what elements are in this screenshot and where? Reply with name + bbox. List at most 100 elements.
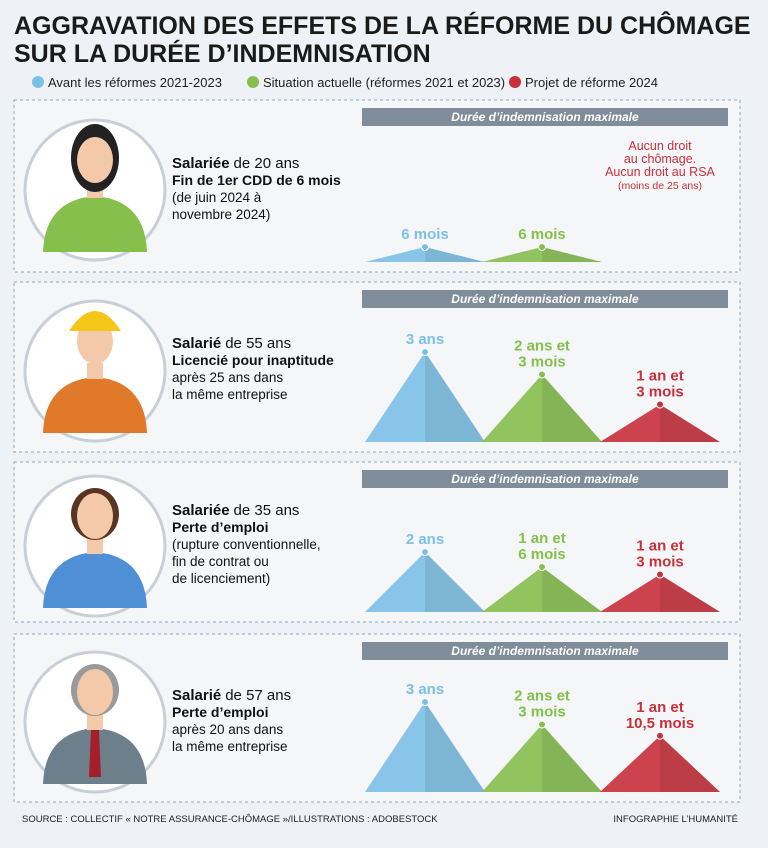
duration-label: au chômage. [624, 152, 696, 166]
person-situation: Perte d’emploi [172, 519, 268, 535]
person-detail: la même entreprise [172, 739, 288, 754]
duration-label: (moins de 25 ans) [618, 180, 702, 192]
legend-dot [32, 76, 44, 88]
portrait-body [43, 196, 147, 252]
legend-label: Projet de réforme 2024 [525, 75, 658, 90]
person-role: Salariée [172, 502, 230, 519]
portrait-helmet [69, 311, 121, 331]
person-title: Salariée de 20 ans [172, 155, 299, 172]
duration-label: 2 ans [406, 531, 444, 548]
panel-header: Durée d’indemnisation maximale [451, 110, 639, 124]
duration-peak-dot [656, 731, 664, 740]
person-title: Salarié de 57 ans [172, 687, 291, 704]
duration-label: 10,5 mois [626, 715, 694, 732]
person-detail: après 20 ans dans [172, 722, 283, 737]
portrait [23, 118, 167, 262]
duration-peak-shade [660, 574, 720, 612]
source: SOURCE : COLLECTIF « NOTRE ASSURANCE-CHÔ… [22, 814, 438, 825]
duration-label: 6 mois [518, 226, 566, 243]
duration-label: 1 an et [636, 699, 684, 716]
duration-peak [600, 574, 720, 612]
legend-dot [509, 76, 521, 88]
duration-peak-dot [421, 548, 429, 556]
person-detail: novembre 2024) [172, 207, 270, 222]
portrait [23, 650, 167, 794]
duration-peak-dot [656, 570, 664, 579]
duration-peak [365, 552, 485, 612]
person-age: de 57 ans [225, 687, 291, 704]
person-role: Salarié [172, 335, 221, 352]
duration-peak-dot [538, 563, 546, 571]
portrait-body [43, 552, 147, 608]
duration-peak-shade [660, 404, 720, 442]
duration-peak-shade [542, 247, 602, 262]
person-detail: la même entreprise [172, 387, 288, 402]
person-situation: Fin de 1er CDD de 6 mois [172, 172, 341, 188]
panel-header: Durée d’indemnisation maximale [451, 292, 639, 306]
duration-peak [365, 702, 485, 792]
duration-peak-dot [538, 243, 546, 251]
panel-header: Durée d’indemnisation maximale [451, 644, 639, 658]
duration-label: 2 ans et [514, 338, 570, 355]
duration-label: 1 an et [518, 530, 566, 547]
panel-header-bar [362, 290, 728, 308]
duration-peak-dot [656, 400, 664, 409]
panel-header-bar [362, 108, 728, 126]
duration-label: 3 mois [636, 384, 684, 401]
duration-peak [482, 247, 602, 262]
duration-label: 1 an et [636, 368, 684, 385]
person-detail: de licenciement) [172, 571, 270, 586]
portrait-neck [87, 363, 103, 379]
duration-peak-shade [425, 247, 485, 262]
duration-peak-dot [538, 370, 546, 379]
duration-peak [600, 404, 720, 442]
portrait-body [43, 377, 147, 433]
credit: INFOGRAPHIE L’HUMANITÉ [613, 814, 738, 825]
title-line: AGGRAVATION DES EFFETS DE LA RÉFORME DU … [14, 10, 751, 40]
duration-label: 3 mois [518, 704, 566, 721]
duration-label: 1 an et [636, 538, 684, 555]
duration-peak-dot [421, 698, 429, 706]
portrait-face [77, 493, 113, 539]
person-situation: Perte d’emploi [172, 704, 268, 720]
duration-peak-shade [425, 552, 485, 612]
title-line: SUR LA DURÉE D’INDEMNISATION [14, 39, 431, 68]
person-detail: (de juin 2024 à [172, 190, 262, 205]
duration-peak-dot [421, 348, 429, 356]
duration-label: 2 ans et [514, 688, 570, 705]
duration-peak-shade [542, 724, 602, 792]
person-title: Salariée de 35 ans [172, 502, 299, 519]
person-situation: Licencié pour inaptitude [172, 352, 334, 368]
legend-dot [247, 76, 259, 88]
duration-peak [482, 724, 602, 792]
duration-peak [482, 374, 602, 442]
person-age: de 35 ans [234, 502, 300, 519]
duration-label: Aucun droit au RSA [605, 165, 715, 179]
legend-label: Situation actuelle (réformes 2021 et 202… [263, 75, 505, 90]
duration-label: 3 mois [636, 554, 684, 571]
person-detail: après 25 ans dans [172, 370, 283, 385]
portrait [23, 299, 167, 443]
portrait-neck [87, 538, 103, 554]
duration-peak-dot [538, 720, 546, 729]
person-role: Salariée [172, 155, 230, 172]
duration-peak [482, 567, 602, 612]
duration-peak [365, 247, 485, 262]
duration-label: 6 mois [401, 226, 449, 243]
duration-peak-shade [542, 567, 602, 612]
person-age: de 20 ans [234, 155, 300, 172]
duration-label: Aucun droit [628, 139, 692, 153]
panel-header-bar [362, 470, 728, 488]
duration-peak-dot [421, 243, 429, 251]
duration-peak-shade [425, 702, 485, 792]
duration-label: 3 ans [406, 681, 444, 698]
portrait-face [77, 137, 113, 183]
person-detail: fin de contrat ou [172, 554, 269, 569]
portrait [23, 474, 167, 618]
person-age: de 55 ans [225, 335, 291, 352]
portrait-tie [89, 730, 101, 777]
duration-peak-shade [660, 735, 720, 792]
person-title: Salarié de 55 ans [172, 335, 291, 352]
duration-peak [365, 352, 485, 442]
